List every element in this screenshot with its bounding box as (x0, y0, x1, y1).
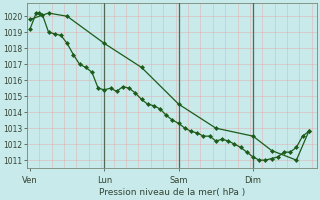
X-axis label: Pression niveau de la mer( hPa ): Pression niveau de la mer( hPa ) (99, 188, 245, 197)
